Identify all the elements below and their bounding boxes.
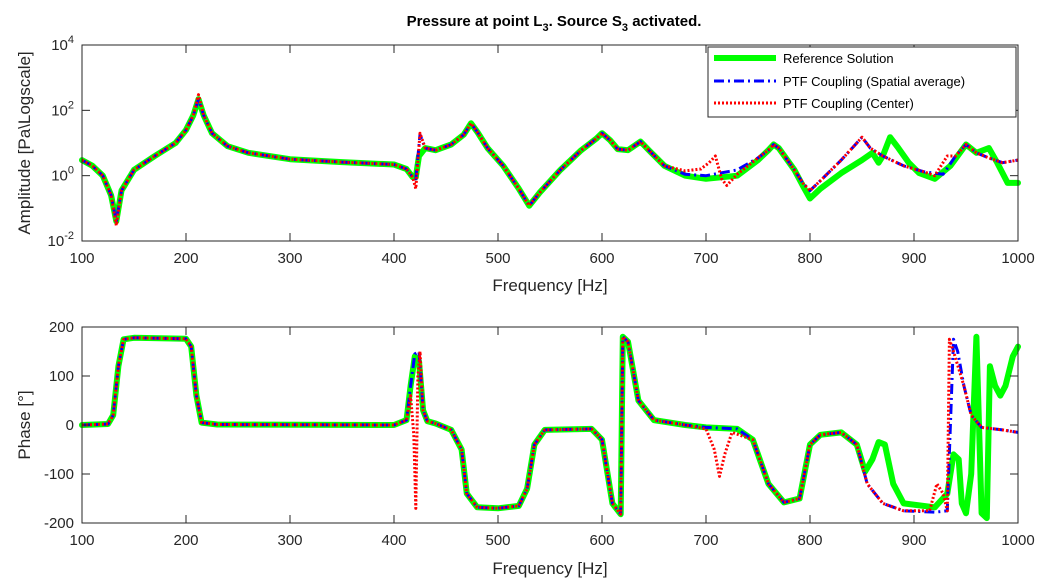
- phase-y-axis-label: Phase [°]: [15, 390, 34, 459]
- phase-x-tick-label: 100: [69, 532, 94, 549]
- phase-x-tick-label: 600: [589, 532, 614, 549]
- chart-title: Pressure at point L3. Source S3 activate…: [407, 13, 702, 34]
- phase-x-axis-label: Frequency [Hz]: [492, 559, 607, 578]
- phase-x-tick-label: 400: [381, 532, 406, 549]
- amplitude-y-tick-label: 104: [51, 34, 74, 54]
- phase-series-spatial: [81, 335, 1019, 516]
- amplitude-y-tick-label: 102: [51, 99, 74, 119]
- phase-x-tick-label: 900: [901, 532, 926, 549]
- legend-label-center: PTF Coupling (Center): [783, 96, 914, 111]
- amplitude-y-tick-label: 100: [51, 165, 74, 185]
- amplitude-x-tick-label: 300: [277, 250, 302, 267]
- phase-y-ticks: -200 -100 0 100 200: [44, 319, 1018, 532]
- phase-x-ticks: 100 200 300 400 500 600 700 800 900 1000: [69, 327, 1035, 549]
- legend: Reference Solution PTF Coupling (Spatial…: [707, 46, 1017, 118]
- amplitude-x-ticks: 100 200 300 400 500 600 700 800 900 1000: [69, 45, 1035, 267]
- amplitude-x-tick-label: 600: [589, 250, 614, 267]
- amplitude-x-tick-label: 900: [901, 250, 926, 267]
- amplitude-x-tick-label: 400: [381, 250, 406, 267]
- amplitude-y-tick-label: 10-2: [48, 230, 74, 250]
- amplitude-y-axis-label: Amplitude [Pa\Logscale]: [15, 51, 34, 234]
- amplitude-panel: 100 200 300 400 500 600 700 800 900 1000 10-21001…: [15, 34, 1035, 295]
- amplitude-x-tick-label: 500: [485, 250, 510, 267]
- amplitude-x-axis-label: Frequency [Hz]: [492, 276, 607, 295]
- phase-y-tick-label: -200: [44, 515, 74, 532]
- phase-y-tick-label: 200: [49, 319, 74, 336]
- phase-x-tick-label: 700: [693, 532, 718, 549]
- legend-label-spatial: PTF Coupling (Spatial average): [783, 74, 965, 89]
- phase-panel: 100 200 300 400 500 600 700 800 900 1000 -200-100…: [15, 319, 1035, 578]
- amplitude-x-tick-label: 200: [173, 250, 198, 267]
- phase-y-tick-label: 100: [49, 368, 74, 385]
- amplitude-series-center: [81, 93, 1019, 227]
- amplitude-x-tick-label: 100: [69, 250, 94, 267]
- phase-x-tick-label: 300: [277, 532, 302, 549]
- phase-y-tick-label: -100: [44, 466, 74, 483]
- phase-x-tick-label: 800: [797, 532, 822, 549]
- phase-series-center: [81, 335, 1019, 516]
- phase-series: [79, 333, 1021, 522]
- amplitude-series: [79, 93, 1021, 227]
- amplitude-x-tick-label: 1000: [1001, 250, 1034, 267]
- phase-x-tick-label: 1000: [1001, 532, 1034, 549]
- legend-label-reference: Reference Solution: [783, 51, 894, 66]
- amplitude-x-tick-label: 700: [693, 250, 718, 267]
- phase-y-tick-label: 0: [66, 417, 74, 434]
- phase-x-tick-label: 500: [485, 532, 510, 549]
- amplitude-y-ticks: 10-2 100 102 104: [48, 34, 1018, 250]
- phase-x-tick-label: 200: [173, 532, 198, 549]
- amplitude-x-tick-label: 800: [797, 250, 822, 267]
- amplitude-axes-box: [81, 44, 1019, 242]
